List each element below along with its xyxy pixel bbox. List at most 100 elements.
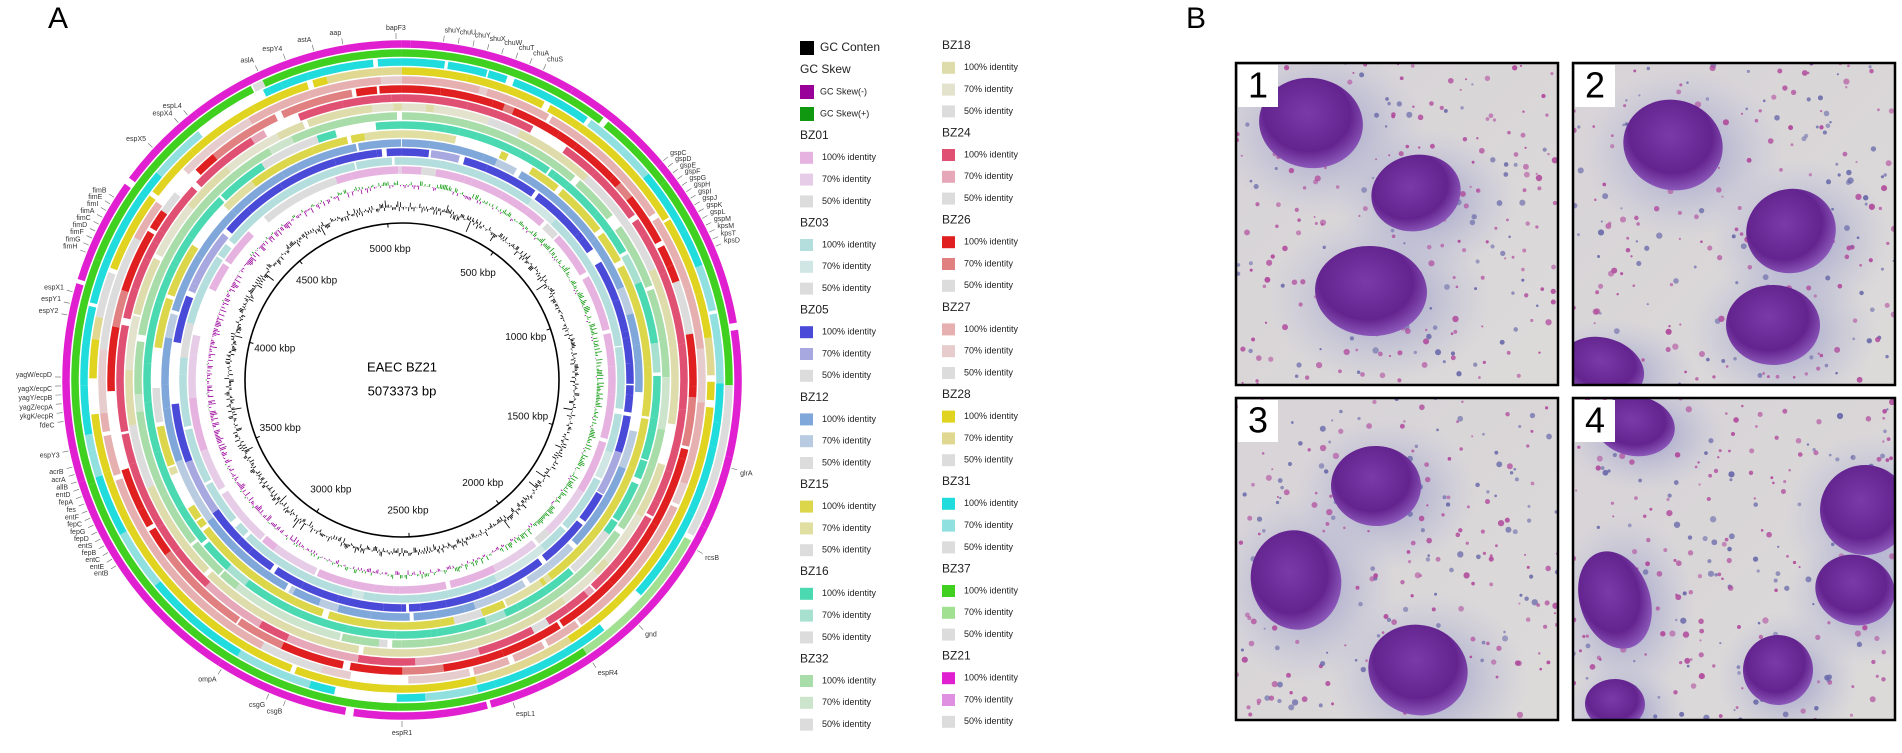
granule [1414, 572, 1421, 579]
granule [1432, 325, 1438, 330]
granule [1264, 276, 1271, 283]
granule [1324, 166, 1327, 170]
granule [1494, 494, 1497, 498]
genome-length: 5073373 bp [368, 383, 437, 398]
identity-ring-segment [396, 693, 426, 702]
granule [1276, 496, 1279, 499]
identity-ring-segment [646, 288, 667, 343]
nucleus [1259, 77, 1363, 169]
identity-ring-segment [152, 387, 164, 423]
granule [1741, 687, 1744, 690]
granule [1646, 66, 1651, 71]
identity-ring-segment [200, 448, 226, 491]
granule [1391, 234, 1396, 239]
gene-leader [102, 552, 109, 556]
granule [1504, 517, 1510, 523]
identity-ring-segment [225, 133, 280, 173]
granule [1663, 548, 1668, 553]
granule [1449, 567, 1454, 573]
granule [1870, 307, 1875, 313]
gene-leader [266, 693, 270, 700]
gene-label: yagX/ecpC [18, 386, 52, 393]
identity-ring-segment [240, 514, 266, 541]
tick-mark [299, 260, 303, 265]
granule [1298, 441, 1303, 446]
identity-ring-segment [154, 581, 179, 607]
legend-heading: BZ03 [800, 215, 829, 229]
number-box [1238, 400, 1278, 442]
gene-label: fimC [76, 215, 90, 222]
identity-ring-segment [239, 198, 277, 233]
identity-ring-segment [110, 250, 125, 271]
legend-swatch [800, 500, 813, 513]
identity-ring-segment [585, 263, 607, 295]
granule [1481, 640, 1486, 645]
legend-label: 50% identity [964, 367, 1014, 377]
granule [1339, 409, 1343, 414]
identity-ring-segment [208, 533, 250, 574]
identity-ring-segment [188, 355, 198, 399]
gene-leader [73, 489, 80, 492]
identity-ring-segment [677, 343, 688, 410]
granule [1752, 556, 1759, 562]
identity-ring-segment [297, 100, 344, 121]
granule [1261, 452, 1265, 455]
identity-ring-segment [688, 414, 713, 489]
identity-ring-segment [449, 565, 496, 589]
identity-ring-segment [678, 447, 689, 460]
identity-ring-segment [247, 183, 284, 214]
gene-leader [94, 538, 101, 543]
identity-ring-segment [545, 620, 580, 646]
identity-ring-segment [375, 121, 402, 131]
legend-heading: BZ15 [800, 477, 829, 491]
granule [1682, 591, 1687, 596]
number-box [1575, 400, 1615, 442]
identity-ring-segment [594, 149, 610, 164]
identity-ring-segment [571, 506, 605, 546]
identity-ring-segment [435, 169, 466, 184]
granule [1426, 537, 1432, 544]
granule [1523, 163, 1529, 170]
granule [1684, 370, 1687, 374]
granule [1874, 635, 1880, 642]
granule [1362, 206, 1368, 212]
identity-ring-segment [553, 235, 587, 276]
granule [1262, 529, 1266, 533]
identity-ring-segment [439, 87, 494, 107]
identity-ring-segment [563, 624, 605, 656]
granule [1512, 529, 1518, 535]
legend-swatch [800, 260, 813, 273]
legend-label: 100% identity [822, 588, 877, 598]
identity-ring-segment [125, 369, 137, 426]
identity-ring-segment [662, 486, 696, 543]
identity-ring-segment [540, 636, 572, 659]
identity-ring-segment [334, 149, 378, 166]
granule [1819, 125, 1824, 130]
granule [1338, 369, 1342, 374]
granule [1552, 602, 1558, 609]
granule [1484, 75, 1491, 81]
identity-ring-segment [184, 428, 212, 484]
granule [1660, 631, 1666, 637]
granule [1513, 327, 1519, 332]
gene-label: ompA [198, 677, 217, 684]
nucleus [1746, 188, 1836, 274]
granule [1355, 348, 1359, 352]
identity-ring-segment [603, 513, 643, 564]
identity-ring-segment [406, 676, 477, 693]
granule [1790, 89, 1797, 96]
identity-ring-segment [444, 124, 460, 136]
identity-ring-segment [212, 611, 265, 649]
granule [1719, 641, 1722, 645]
identity-ring-segment [502, 103, 515, 115]
gene-label: chuU [460, 30, 476, 37]
granule [1762, 617, 1769, 624]
identity-ring-segment [306, 104, 373, 128]
identity-ring-segment [561, 579, 574, 592]
identity-ring-segment [499, 191, 530, 215]
granule [1844, 225, 1850, 231]
granule [1402, 606, 1409, 612]
granule [1551, 157, 1558, 164]
granule [1804, 372, 1808, 376]
legend-swatch [800, 41, 814, 55]
